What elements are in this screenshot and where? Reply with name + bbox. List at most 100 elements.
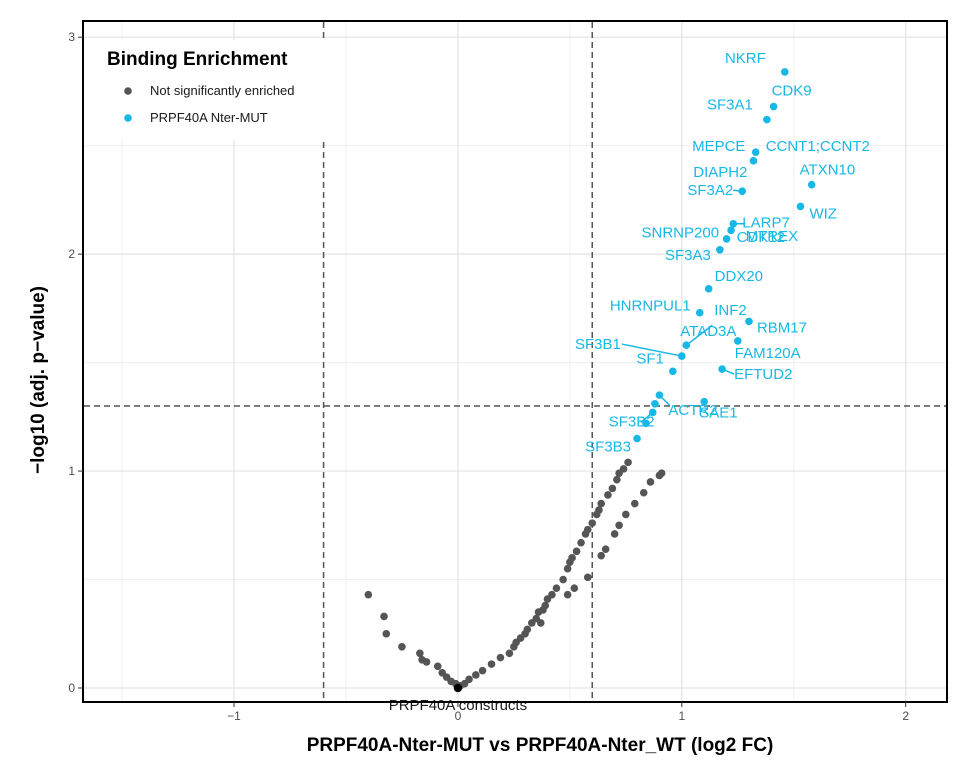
gene-label-diaph2: DIAPH2 [693,164,747,181]
point-not-significant [496,653,505,662]
gene-label-sf1: SF1 [636,350,664,367]
point-not-significant [548,590,556,599]
point-not-significant [619,465,628,473]
point-not-significant [505,649,514,658]
gene-label-cdk12: CDK12 [737,229,785,246]
legend: Binding Enrichment Not significantly enr… [95,40,330,140]
gene-label-sae1: SAE1 [699,405,737,422]
point-enriched [716,245,724,254]
point-enriched [807,180,816,189]
gene-label-cdk9: CDK9 [772,83,812,100]
point-not-significant [577,538,585,547]
gene-label-hnrnpul1: HNRNPUL1 [610,298,691,315]
gene-label-actr2: ACTR2 [668,402,717,419]
point-not-significant [487,660,496,668]
point-enriched [727,226,735,235]
x-axis-title: PRPF40A-Nter-MUT vs PRPF40A-Nter_WT (log… [307,735,774,756]
gene-label-sf3b1: SF3B1 [575,336,621,353]
point-not-significant [433,662,442,671]
point-enriched [722,235,731,243]
legend-title: Binding Enrichment [107,49,288,70]
y-tick-label: 1 [68,464,75,478]
y-tick-label: 3 [68,30,75,44]
gene-label-ccnt1-ccnt2: CCNT1;CCNT2 [766,138,870,155]
point-enriched [700,397,708,406]
axis-ticks: −1 0 1 2 0 1 2 3 [68,30,909,723]
point-enriched [780,68,789,76]
point-enriched [769,102,778,111]
point-enriched [682,341,691,350]
gene-label-sf3b3: SF3B3 [585,439,631,456]
point-enriched [704,285,713,293]
point-not-significant [572,547,581,556]
point-not-significant [622,510,630,519]
point-enriched [738,187,747,196]
point-not-significant [563,564,572,573]
data-points [364,68,816,693]
point-enriched [733,337,742,345]
point-not-significant [465,675,473,684]
gene-label-inf2: INF2 [714,302,747,319]
point-not-significant [472,671,480,679]
gene-label-wiz: WIZ [809,205,837,222]
gene-label-fam120a: FAM120A [735,345,801,362]
point-not-significant [615,521,623,530]
point-not-significant [552,584,561,592]
point-enriched [642,419,650,428]
gene-label-atad3a: ATAD3A [680,323,736,340]
point-enriched [695,308,704,317]
point-prpf40a-constructs [453,683,463,693]
point-enriched [655,391,664,399]
point-not-significant [601,545,610,553]
point-not-significant [613,475,621,484]
gene-label-sf3b2: SF3B2 [609,413,655,430]
point-not-significant [597,551,605,560]
gene-label-sf3a2: SF3A2 [687,182,733,199]
point-not-significant [541,601,550,610]
point-not-significant [364,590,373,599]
point-not-significant [523,625,532,634]
gene-label-mepce: MEPCE [692,138,745,155]
x-tick-label: 0 [455,709,462,723]
point-enriched [751,148,760,156]
connector-sf3b1 [621,343,682,357]
gene-label-eftud2: EFTUD2 [734,366,792,383]
gene-label-atxn10: ATXN10 [800,162,856,179]
point-not-significant [563,590,572,599]
point-not-significant [646,478,655,486]
point-not-significant [608,484,617,493]
point-enriched [648,408,657,417]
gene-label-sf3a3: SF3A3 [665,247,711,264]
x-tick-label: 2 [902,709,909,723]
legend-marker-enriched [124,114,132,122]
y-tick-label: 2 [68,247,75,261]
y-tick-label: 0 [68,681,75,695]
point-enriched [718,365,726,373]
point-not-significant [382,629,391,638]
point-enriched [796,202,805,211]
point-not-significant [597,499,605,508]
x-tick-label: −1 [227,709,241,723]
point-not-significant [380,612,388,621]
point-enriched [745,317,753,326]
y-axis-title: −log10 (adj. p−value) [28,286,49,474]
point-enriched [651,400,659,408]
point-not-significant [630,499,639,508]
point-not-significant [422,658,431,666]
gene-label-larp7: LARP7 [742,215,790,232]
point-not-significant [570,584,579,592]
point-not-significant [624,458,632,467]
point-not-significant [559,575,567,584]
legend-label-not-significant: Not significantly enriched [150,83,295,98]
point-not-significant [568,554,576,562]
point-not-significant [416,649,424,658]
point-not-significant [398,642,406,651]
point-enriched [633,434,641,443]
x-tick-label: 1 [678,709,685,723]
point-enriched [749,157,758,165]
point-enriched [678,352,686,360]
point-enriched [763,115,771,124]
point-not-significant [604,491,612,499]
